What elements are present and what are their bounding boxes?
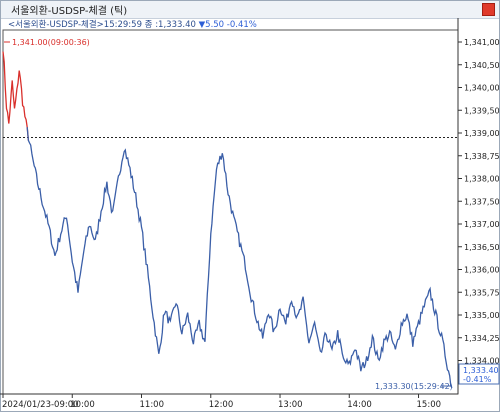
low-annotation: 1,333.30(15:29:42) <box>375 382 453 391</box>
y-tick-label: 1,337,50 <box>464 197 500 206</box>
title-bar: 서울외환-USDSP-체결 (틱) <box>1 1 499 19</box>
high-annotation: 1,341.00(09:00:36) <box>12 38 90 47</box>
price-line-down <box>26 127 453 389</box>
last-change-label: -0.41% <box>463 375 492 384</box>
x-tick-label: 10:00 <box>70 400 95 410</box>
x-tick-label: 2024/01/23-09:00 <box>2 400 79 410</box>
last-price-label: 1,333.40 <box>463 366 499 375</box>
y-tick-label: 1,339,50 <box>464 106 500 115</box>
plot-area <box>2 29 459 395</box>
chart-legend: <서울외환-USDSP-체결>15:29:59 종 :1,333.40 ▼5.5… <box>8 18 257 30</box>
y-tick-label: 1,340,00 <box>464 84 500 93</box>
price-line-up <box>2 51 30 141</box>
window-title: 서울외환-USDSP-체결 (틱) <box>11 6 128 17</box>
legend-change: ▼5.50 -0.41% <box>198 20 257 30</box>
y-tick-label: 1,336,50 <box>464 243 500 252</box>
y-tick-label: 1,334,00 <box>464 357 500 366</box>
y-tick-label: 1,338,00 <box>464 175 500 184</box>
x-tick-label: 14:00 <box>347 400 372 410</box>
y-tick-label: 1,337,00 <box>464 220 500 229</box>
y-tick-label: 1,341,00 <box>464 38 500 47</box>
x-tick-label: 12:00 <box>209 400 234 410</box>
x-tick-label: 13:00 <box>278 400 303 410</box>
y-tick-label: 1,339,00 <box>464 129 500 138</box>
x-tick-label: 15:00 <box>417 400 442 410</box>
last-price-badge <box>458 363 500 385</box>
legend-label: <서울외환-USDSP-체결>15:29:59 종 :1,333.40 <box>8 20 196 30</box>
y-tick-label: 1,334,25 <box>464 334 500 343</box>
x-tick-label: 11:00 <box>140 400 165 410</box>
close-icon[interactable] <box>482 3 495 16</box>
y-tick-label: 1,336,00 <box>464 266 500 275</box>
y-tick-label: 1,335,75 <box>464 288 500 297</box>
y-tick-label: 1,335,00 <box>464 311 500 320</box>
y-tick-label: 1,338,75 <box>464 152 500 161</box>
y-tick-label: 1,340,50 <box>464 61 500 70</box>
